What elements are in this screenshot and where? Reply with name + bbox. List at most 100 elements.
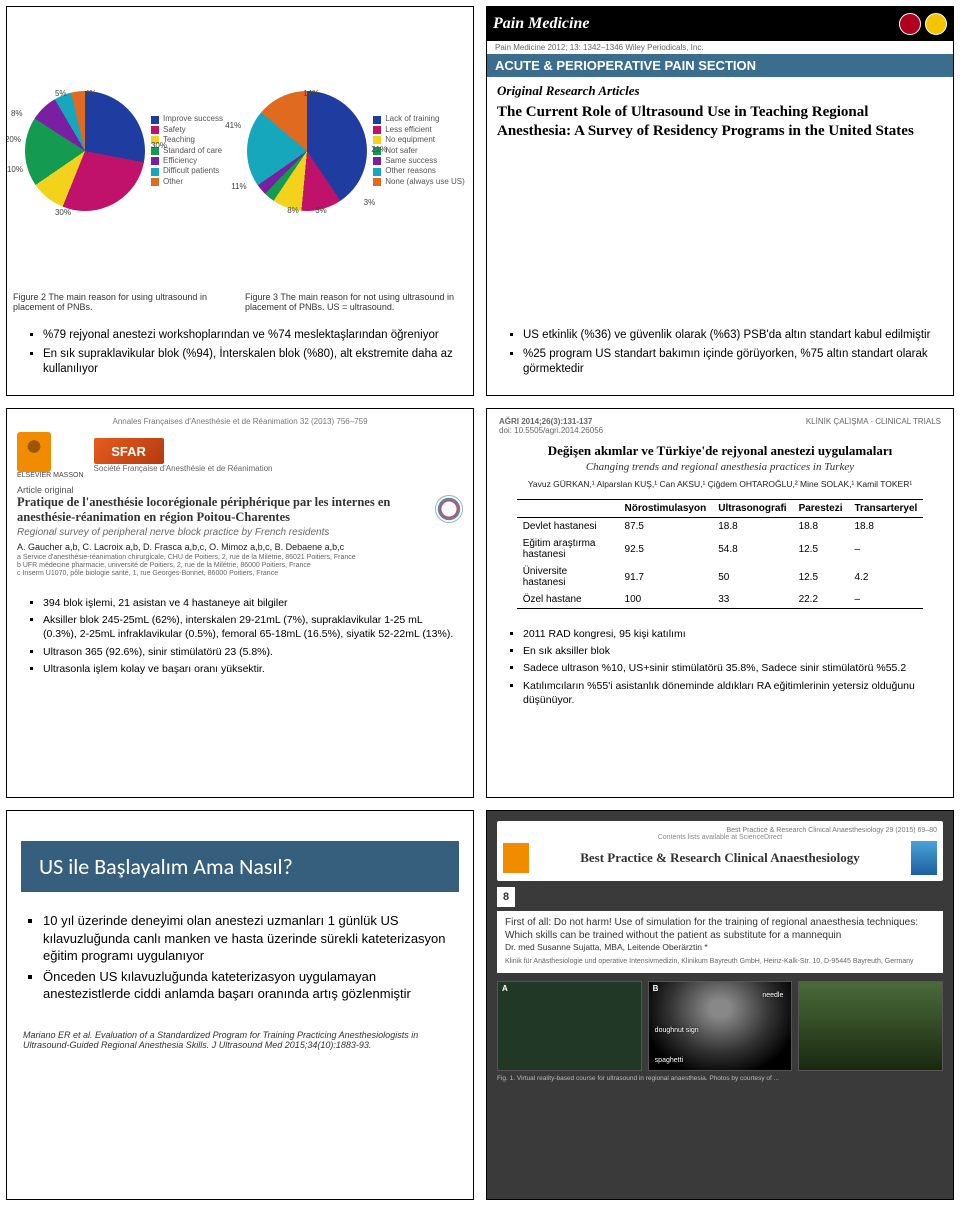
bullet-item: Önceden US kılavuzluğunda kateterizasyon… [43, 968, 457, 1003]
slide5-banner: US ile Başlayalım Ama Nasıl? [21, 841, 459, 892]
table-cell: 18.8 [793, 518, 849, 536]
table-cell: 91.7 [619, 563, 713, 591]
slide1-fig3: 14% 41% 11% 8% 3% 3% 21% Lack of trainin… [245, 13, 467, 312]
slide2-citation: Pain Medicine 2012; 13: 1342–1346 Wiley … [487, 41, 953, 54]
table-header: Parestezi [793, 500, 849, 518]
slide1-pie3-pct-labels: 14% 41% 11% 8% 3% 3% 21% [247, 91, 367, 211]
slide6-affil: Klinik für Anästhesiologie und operative… [505, 958, 914, 965]
slide1-pie2: 5% 4% 8% 20% 10% 30% 30% [25, 91, 145, 211]
legend-item: Same success [373, 156, 465, 166]
legend-item: Other [151, 177, 223, 187]
slide6-article-number: 8 [497, 887, 515, 907]
slide6-top-line: Best Practice & Research Clinical Anaest… [503, 827, 937, 834]
bullet-item: 2011 RAD kongresi, 95 kişi katılımı [523, 627, 937, 641]
legend-item: Difficult patients [151, 166, 223, 176]
table-cell: 4.2 [848, 563, 923, 591]
slide6-journal-head: Best Practice & Research Clinical Anaest… [497, 821, 943, 881]
table-cell: Üniversite hastanesi [517, 563, 619, 591]
legend-item: Lack of training [373, 114, 465, 124]
slide6-screenshot: Best Practice & Research Clinical Anaest… [487, 811, 953, 1199]
slide4-journal: AĞRI 2014;26(3):131-137doi: 10.5505/agri… [499, 417, 603, 435]
slide1-fig2: 5% 4% 8% 20% 10% 30% 30% Improve success… [13, 13, 235, 312]
elsevier-label: ELSEVIER MASSON [17, 472, 84, 479]
slide3-article-head: Annales Françaises d'Anesthésie et de Ré… [7, 409, 473, 586]
bullet-item: US etkinlik (%36) ve güvenlik olarak (%6… [523, 328, 937, 344]
bullet-item: %79 rejyonal anestezi workshoplarından v… [43, 328, 457, 344]
slide1-pie3: 14% 41% 11% 8% 3% 3% 21% [247, 91, 367, 211]
slide3-authors: A. Gaucher a,b, C. Lacroix a,b, D. Frasc… [17, 542, 463, 552]
slide5-bullets: 10 yıl üzerinde deneyimi olan anestezi u… [7, 902, 473, 1020]
crossmark-icon [435, 495, 463, 523]
pain-medicine-logo: Pain Medicine [493, 15, 589, 33]
slide2-bullets: US etkinlik (%36) ve güvenlik olarak (%6… [487, 318, 953, 395]
slide4-title-tr: Değişen akımlar ve Türkiye'de rejyonal a… [499, 443, 941, 459]
panel-label-a: A [502, 984, 508, 993]
bullet-item: %25 program US standart bakımın içinde g… [523, 347, 937, 378]
slide4-authors: Yavuz GÜRKAN,¹ Alparslan KUŞ,¹ Can AKSU,… [499, 479, 941, 489]
table-cell: – [848, 535, 923, 563]
slide-2: Pain Medicine Pain Medicine 2012; 13: 13… [486, 6, 954, 396]
slide6-photo-row: A B needle doughnut sign spaghetti [497, 981, 943, 1071]
slide-4: AĞRI 2014;26(3):131-137doi: 10.5505/agri… [486, 408, 954, 798]
bullet-item: Katılımcıların %55'i asistanlık dönemind… [523, 679, 937, 707]
table-cell: Özel hastane [517, 591, 619, 609]
slide1-fig2-caption: Figure 2 The main reason for using ultra… [13, 292, 235, 312]
table-cell: 18.8 [848, 518, 923, 536]
slide2-body: Original Research Articles The Current R… [487, 77, 953, 147]
slide3-title-fr: Pratique de l'anesthésie locorégionale p… [17, 495, 463, 525]
bullet-item: Ultrasonla işlem kolay ve başarı oranı y… [43, 662, 457, 676]
slide4-data-table: NörostimulasyonUltrasonografiParesteziTr… [517, 499, 924, 609]
slide4-bullets: 2011 RAD kongresi, 95 kişi katılımıEn sı… [487, 617, 953, 724]
table-cell: 54.8 [712, 535, 792, 563]
slide-1: 5% 4% 8% 20% 10% 30% 30% Improve success… [6, 6, 474, 396]
elsevier-icon [503, 843, 529, 873]
sfar-subtitle: Société Française d'Anesthésie et de Réa… [94, 464, 273, 473]
table-cell: 22.2 [793, 591, 849, 609]
slide-6: Best Practice & Research Clinical Anaest… [486, 810, 954, 1200]
slide-5: US ile Başlayalım Ama Nasıl? 10 yıl üzer… [6, 810, 474, 1200]
bullet-item: 10 yıl üzerinde deneyimi olan anestezi u… [43, 912, 457, 965]
us-label-spaghetti: spaghetti [655, 1057, 683, 1064]
table-cell: 18.8 [712, 518, 792, 536]
bullet-item: 394 blok işlemi, 21 asistan ve 4 hastane… [43, 596, 457, 610]
table-cell: 87.5 [619, 518, 713, 536]
table-header [517, 500, 619, 518]
slide6-author: Dr. med Susanne Sujatta, MBA, Leitende O… [505, 942, 708, 952]
us-label-needle: needle [762, 992, 783, 999]
table-cell: – [848, 591, 923, 609]
slide2-section: ACUTE & PERIOPERATIVE PAIN SECTION [487, 54, 953, 77]
slide1-fig3-caption: Figure 3 The main reason for not using u… [245, 292, 467, 312]
slide6-photo-c [798, 981, 943, 1071]
slide2-seals [899, 13, 947, 35]
slide1-bullets: %79 rejyonal anestezi workshoplarından v… [7, 318, 473, 395]
table-row: Eğitim araştırma hastanesi92.554.812.5– [517, 535, 924, 563]
table-header: Transarteryel [848, 500, 923, 518]
table-row: Devlet hastanesi87.518.818.818.8 [517, 518, 924, 536]
legend-item: Improve success [151, 114, 223, 124]
table-row: Üniversite hastanesi91.75012.54.2 [517, 563, 924, 591]
bullet-item: Aksiller blok 245-25mL (62%), interskale… [43, 613, 457, 641]
slide4-section-label: KLİNİK ÇALIŞMA - CLINICAL TRIALS [806, 417, 941, 435]
legend-item: None (always use US) [373, 177, 465, 187]
slide2-subhead: Original Research Articles [497, 83, 943, 99]
table-cell: Eğitim araştırma hastanesi [517, 535, 619, 563]
bullet-item: En sık supraklavikular blok (%94), İnter… [43, 347, 457, 378]
slide4-title-en: Changing trends and regional anesthesia … [499, 461, 941, 473]
slide3-title-en: Regional survey of peripheral nerve bloc… [17, 527, 463, 538]
slide6-photo-a: A [497, 981, 642, 1071]
us-label-doughnut: doughnut sign [655, 1027, 699, 1034]
table-row: Özel hastane1003322.2– [517, 591, 924, 609]
table-cell: 92.5 [619, 535, 713, 563]
slide2-title: The Current Role of Ultrasound Use in Te… [497, 103, 943, 141]
table-cell: 12.5 [793, 563, 849, 591]
journal-cover-icon [911, 841, 937, 875]
table-cell: 100 [619, 591, 713, 609]
slide6-contents-label: Contents lists available at ScienceDirec… [503, 834, 937, 841]
table-cell: 33 [712, 591, 792, 609]
bullet-item: Ultrason 365 (92.6%), sinir stimülatörü … [43, 645, 457, 659]
table-cell: 50 [712, 563, 792, 591]
panel-label-b: B [653, 984, 659, 993]
slide2-journal-header: Pain Medicine [487, 7, 953, 41]
slide-grid: 5% 4% 8% 20% 10% 30% 30% Improve success… [0, 0, 960, 1206]
legend-item: Efficiency [151, 156, 223, 166]
